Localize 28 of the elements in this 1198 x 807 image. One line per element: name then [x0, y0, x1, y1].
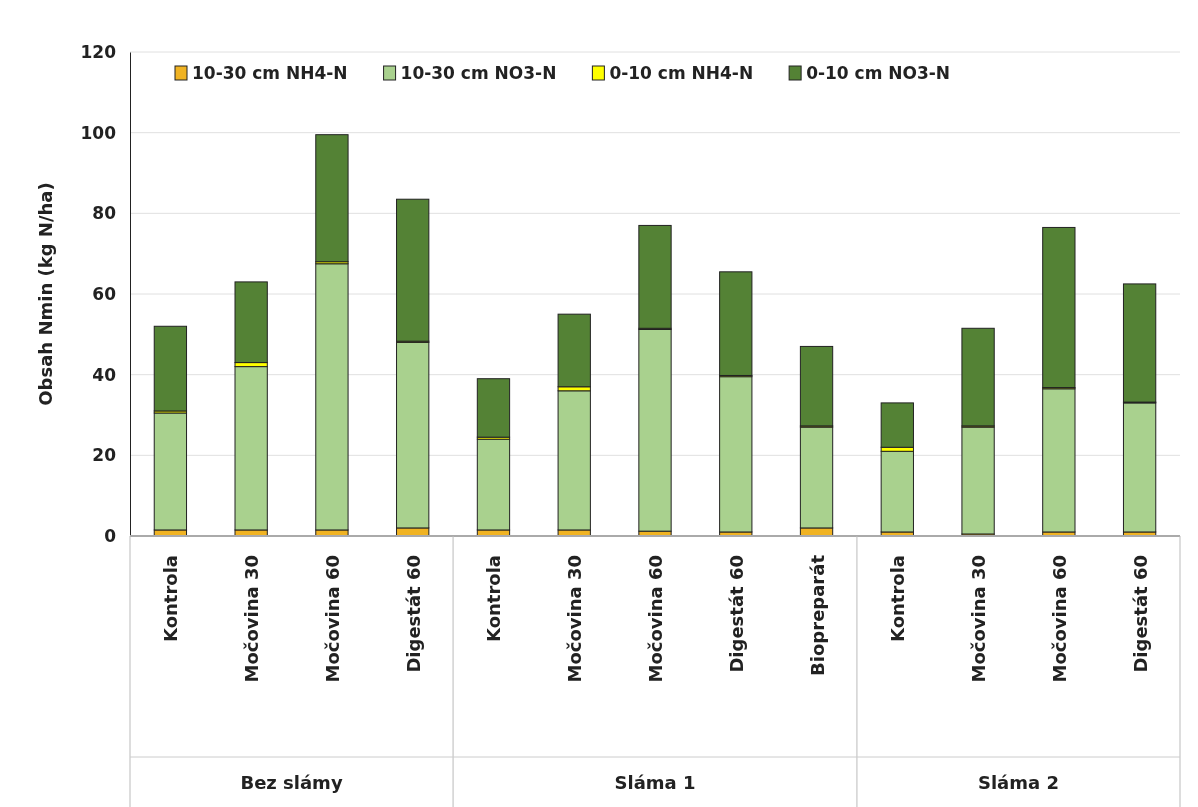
legend-label: 10-30 cm NH4-N: [192, 63, 348, 83]
x-tick-label: Kontrola: [160, 555, 182, 642]
y-tick-label: 0: [104, 525, 117, 546]
x-tick-label: Kontrola: [483, 555, 505, 642]
x-tick-label: Močovina 30: [564, 555, 586, 683]
y-axis-title: Obsah Nmin (kg N/ha): [35, 182, 56, 406]
y-tick-label: 20: [92, 445, 117, 466]
x-tick-label: Močovina 60: [645, 555, 666, 683]
legend-label: 10-30 cm NO3-N: [400, 63, 557, 83]
x-tick-label: Močovina 30: [968, 555, 990, 683]
text: Bez slámy: [240, 772, 343, 793]
y-tick-label: 100: [80, 122, 117, 143]
x-tick-label: Močovina 30: [241, 555, 263, 683]
x-tick-label: Biopreparát: [806, 554, 828, 676]
x-tick-label: Kontrola: [887, 555, 909, 642]
legend-label: 0-10 cm NO3-N: [806, 63, 951, 83]
x-tick-label: Digestát 60: [402, 555, 424, 673]
x-tick-label: Močovina 60: [321, 555, 343, 683]
x-tick-label: Močovina 60: [1048, 555, 1070, 683]
y-tick-label: 80: [92, 203, 117, 224]
x-tick-label: Digestát 60: [1129, 555, 1151, 673]
legend-label: 0-10 cm NH4-N: [609, 63, 754, 83]
y-tick-label: 40: [92, 364, 117, 385]
y-tick-label: 120: [80, 41, 117, 62]
y-tick-label: 60: [92, 283, 117, 304]
text: Sláma 1: [614, 772, 696, 793]
x-tick-label: Digestát 60: [725, 555, 747, 673]
text: Sláma 2: [977, 772, 1059, 793]
